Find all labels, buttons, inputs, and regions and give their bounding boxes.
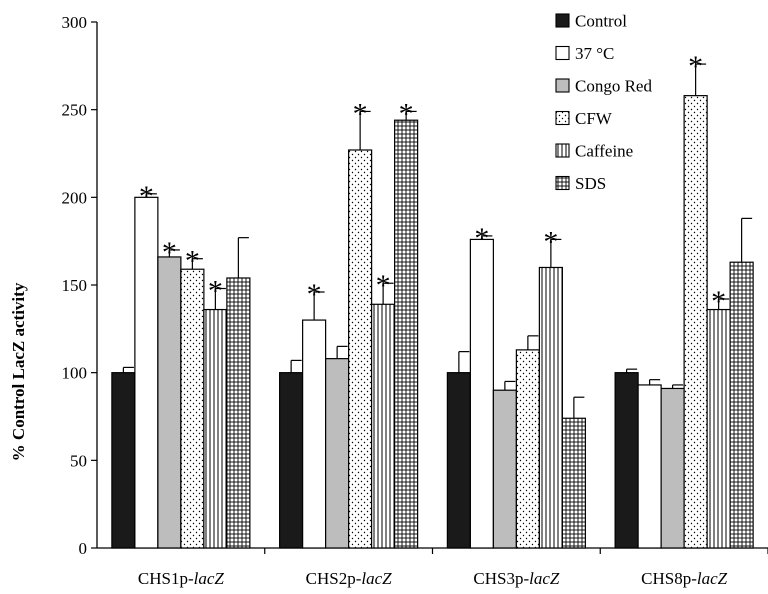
significance-marker: * bbox=[543, 225, 558, 258]
bar bbox=[180, 268, 205, 549]
significance-marker: * bbox=[711, 285, 726, 318]
bar bbox=[469, 238, 494, 549]
bar bbox=[515, 349, 540, 549]
category-label: CHS3p-lacZ bbox=[473, 569, 560, 588]
legend: Control 37 °C Congo Red CFW Caffeine SDS bbox=[555, 12, 652, 193]
legend-label: Caffeine bbox=[575, 142, 633, 161]
y-tick-label: 300 bbox=[62, 13, 88, 32]
significance-marker: * bbox=[474, 222, 489, 255]
y-tick-label: 50 bbox=[70, 451, 87, 470]
y-tick-label: 100 bbox=[62, 364, 88, 383]
significance-marker: * bbox=[688, 50, 703, 83]
significance-marker: * bbox=[353, 97, 368, 130]
category-label: CHS2p-lacZ bbox=[306, 569, 393, 588]
bar bbox=[394, 119, 419, 549]
y-tick-label: 250 bbox=[62, 101, 88, 120]
significance-marker: * bbox=[162, 236, 177, 269]
bar bbox=[683, 95, 708, 549]
legend-label: Control bbox=[575, 12, 627, 31]
bar bbox=[637, 384, 662, 549]
legend-swatch bbox=[555, 143, 570, 158]
bar bbox=[371, 303, 396, 549]
bar bbox=[279, 372, 304, 549]
bar bbox=[203, 308, 228, 549]
legend-label: SDS bbox=[575, 174, 606, 193]
bar bbox=[660, 387, 685, 549]
legend-label: Congo Red bbox=[575, 77, 652, 96]
bars: ** ** ***** *** bbox=[111, 50, 754, 549]
bar bbox=[706, 308, 731, 549]
bar bbox=[226, 277, 251, 549]
significance-marker: * bbox=[399, 97, 414, 130]
category-label: CHS8p-lacZ bbox=[641, 569, 728, 588]
y-axis-label: % Control LacZ activity bbox=[9, 282, 28, 461]
bar bbox=[729, 261, 754, 549]
axes: 0 50 100 150 200 250 300 CHS1p-lacZ CHS2p-lacZ CH… bbox=[62, 13, 768, 588]
bar bbox=[614, 372, 639, 549]
bar bbox=[325, 358, 350, 549]
legend-swatch bbox=[555, 175, 570, 191]
legend-swatch bbox=[555, 78, 570, 93]
legend-swatch bbox=[555, 110, 570, 126]
significance-marker: * bbox=[376, 269, 391, 302]
bar bbox=[111, 372, 136, 549]
bar bbox=[302, 319, 327, 549]
significance-marker: * bbox=[185, 245, 200, 278]
bar bbox=[446, 372, 471, 549]
significance-marker: * bbox=[139, 180, 154, 213]
y-tick-label: 200 bbox=[62, 188, 88, 207]
bar bbox=[134, 196, 159, 549]
legend-label: CFW bbox=[575, 109, 613, 128]
legend-swatch bbox=[555, 45, 570, 61]
y-tick-label: 0 bbox=[79, 539, 88, 558]
bar bbox=[492, 389, 517, 549]
bar bbox=[561, 417, 586, 549]
bar bbox=[348, 149, 373, 549]
significance-marker: * bbox=[208, 275, 223, 308]
category-label: CHS1p-lacZ bbox=[138, 569, 225, 588]
significance-marker: * bbox=[307, 278, 322, 311]
y-tick-label: 150 bbox=[62, 276, 88, 295]
bar bbox=[157, 256, 182, 549]
legend-swatch bbox=[555, 13, 570, 28]
bar bbox=[538, 266, 563, 549]
legend-label: 37 °C bbox=[575, 44, 614, 63]
